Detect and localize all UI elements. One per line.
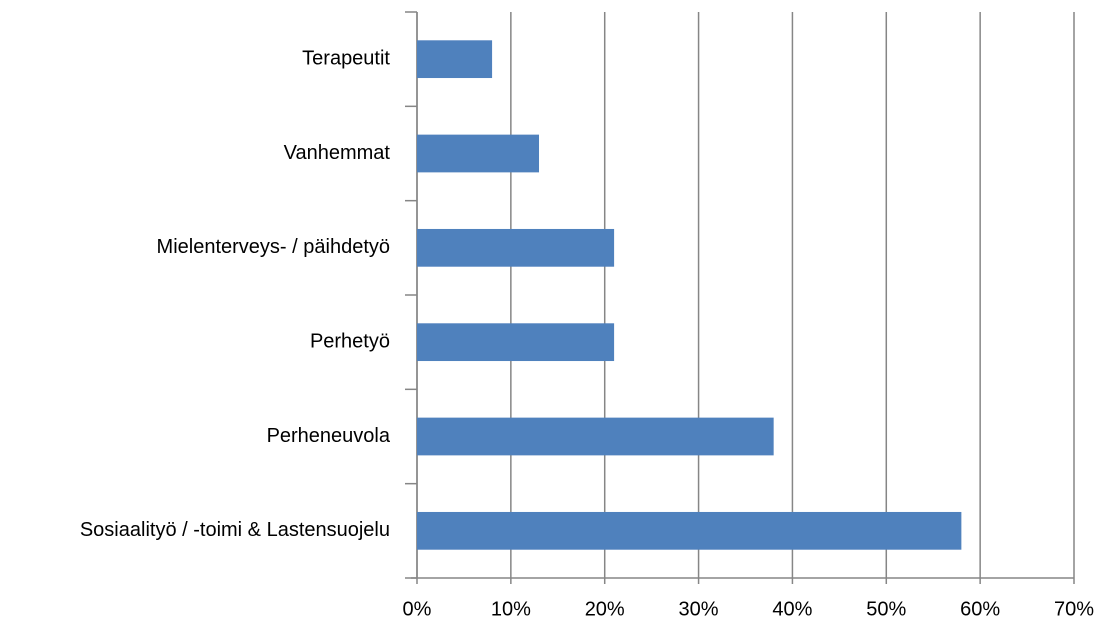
y-tick-label: Perheneuvola	[267, 425, 391, 447]
bar	[417, 40, 493, 79]
y-tick-label: Sosiaalityö / -toimi & Lastensuojelu	[80, 519, 390, 541]
x-tick-label: 70%	[1054, 598, 1094, 620]
bar	[417, 228, 615, 267]
x-tick-label: 60%	[960, 598, 1000, 620]
y-tick-label: Mielenterveys- / päihdetyö	[157, 236, 390, 258]
x-tick-label: 50%	[866, 598, 906, 620]
y-tick-label: Perhetyö	[310, 330, 390, 352]
x-tick-label: 40%	[772, 598, 812, 620]
bar	[417, 417, 774, 456]
x-tick-label: 10%	[491, 598, 531, 620]
x-tick-label: 30%	[679, 598, 719, 620]
bar	[417, 134, 540, 173]
x-tick-label: 20%	[585, 598, 625, 620]
bar	[417, 323, 615, 362]
y-tick-label: Terapeutit	[302, 47, 390, 69]
y-tick-label: Vanhemmat	[284, 142, 391, 164]
x-tick-label: 0%	[403, 598, 432, 620]
bar	[417, 511, 962, 550]
